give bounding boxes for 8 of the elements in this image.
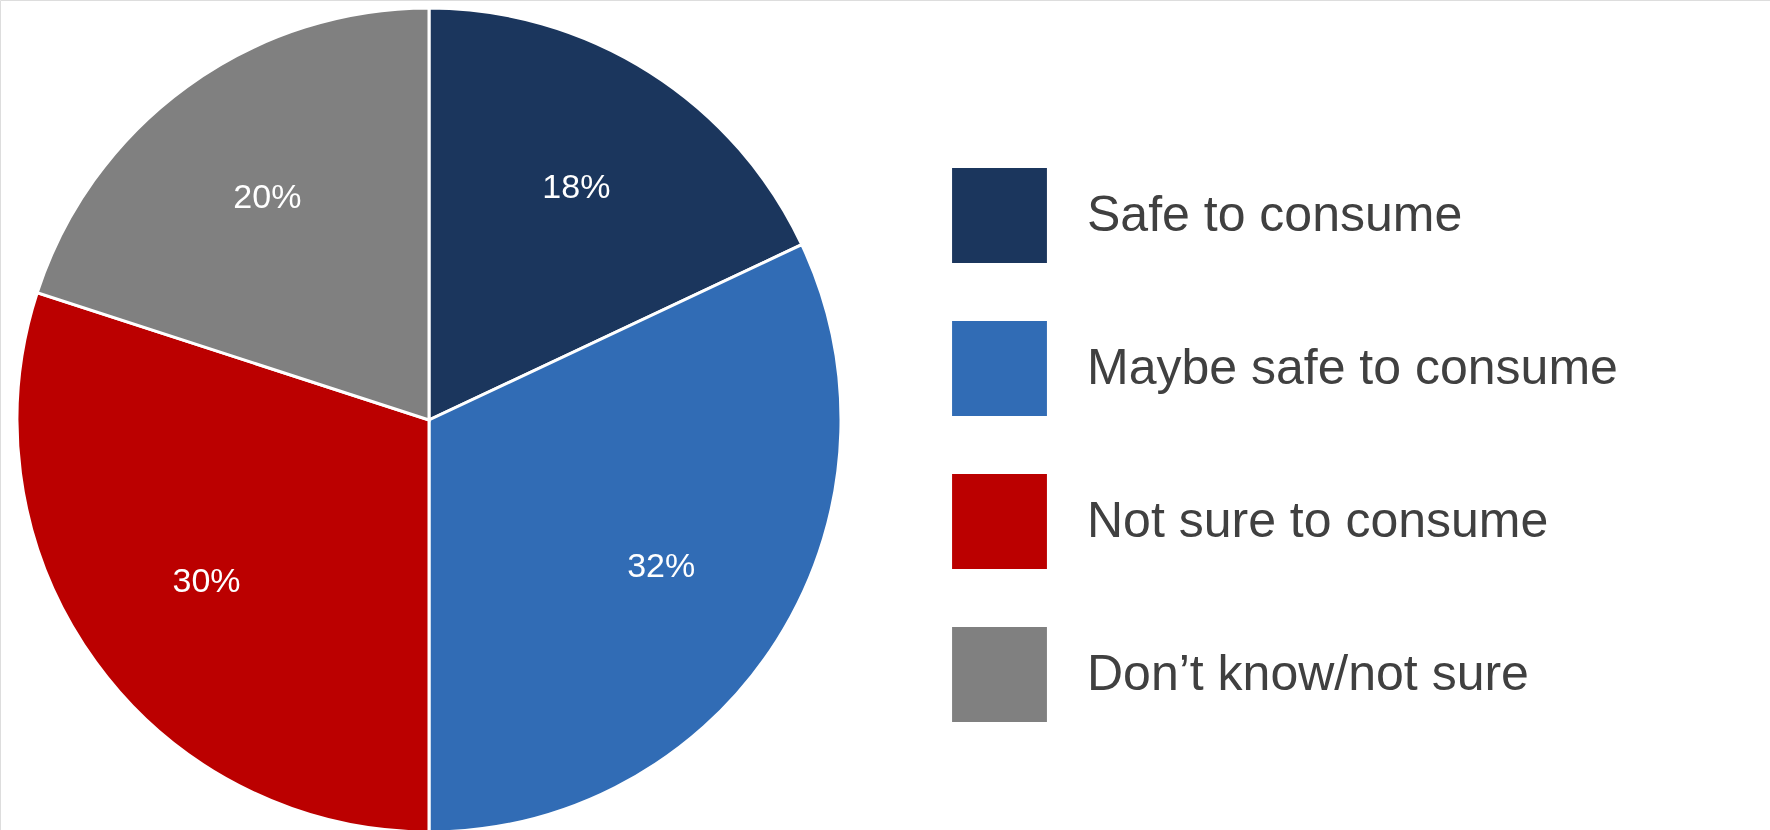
data-label: 18%	[542, 166, 611, 205]
data-label: 32%	[627, 546, 696, 585]
legend-label: Safe to consume	[1087, 185, 1463, 242]
data-label: 20%	[233, 176, 302, 215]
data-label: 30%	[172, 560, 241, 599]
legend-label: Maybe safe to consume	[1087, 338, 1618, 395]
legend-label: Don’t know/not sure	[1087, 644, 1529, 701]
legend-label: Not sure to consume	[1087, 491, 1549, 548]
